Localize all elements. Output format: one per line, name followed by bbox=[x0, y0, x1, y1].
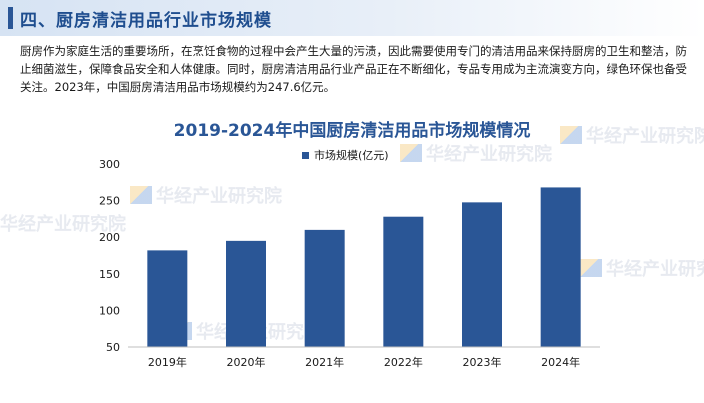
y-tick-label: 250 bbox=[99, 195, 120, 208]
x-tick-label: 2021年 bbox=[305, 355, 344, 369]
y-axis: 50 100 150 200 250 300 bbox=[99, 158, 120, 354]
chart-title: 2019-2024年中国厨房清洁用品市场规模情况 bbox=[173, 121, 531, 141]
intro-paragraph: 厨房作为家庭生活的重要场所，在烹饪食物的过程中会产生大量的污渍，因此需要使用专门… bbox=[20, 44, 687, 94]
header-accent-bar bbox=[8, 7, 13, 29]
bar bbox=[147, 250, 188, 347]
bar bbox=[383, 216, 424, 347]
x-tick-label: 2023年 bbox=[463, 355, 502, 369]
section-header-bar: 四、厨房清洁用品行业市场规模 bbox=[0, 0, 704, 36]
section-title: 四、厨房清洁用品行业市场规模 bbox=[20, 11, 272, 31]
y-tick-label: 50 bbox=[106, 341, 120, 354]
bar-series bbox=[147, 187, 581, 347]
bar bbox=[304, 229, 345, 347]
x-tick-label: 2019年 bbox=[148, 355, 187, 369]
x-axis: 2019年 2020年 2021年 2022年 2023年 2024年 bbox=[148, 355, 580, 369]
bar bbox=[226, 240, 266, 347]
y-tick-label: 300 bbox=[99, 158, 120, 171]
legend-label: 市场规模(亿元) bbox=[314, 149, 389, 162]
x-tick-label: 2024年 bbox=[541, 355, 580, 369]
legend-swatch bbox=[302, 151, 309, 159]
bar bbox=[540, 187, 581, 347]
y-tick-label: 200 bbox=[99, 231, 120, 244]
y-tick-label: 150 bbox=[99, 268, 120, 281]
chart-legend: 市场规模(亿元) bbox=[302, 147, 389, 163]
x-tick-label: 2022年 bbox=[384, 355, 423, 369]
bar bbox=[462, 202, 502, 347]
y-tick-label: 100 bbox=[99, 304, 120, 317]
x-tick-label: 2020年 bbox=[227, 355, 266, 369]
